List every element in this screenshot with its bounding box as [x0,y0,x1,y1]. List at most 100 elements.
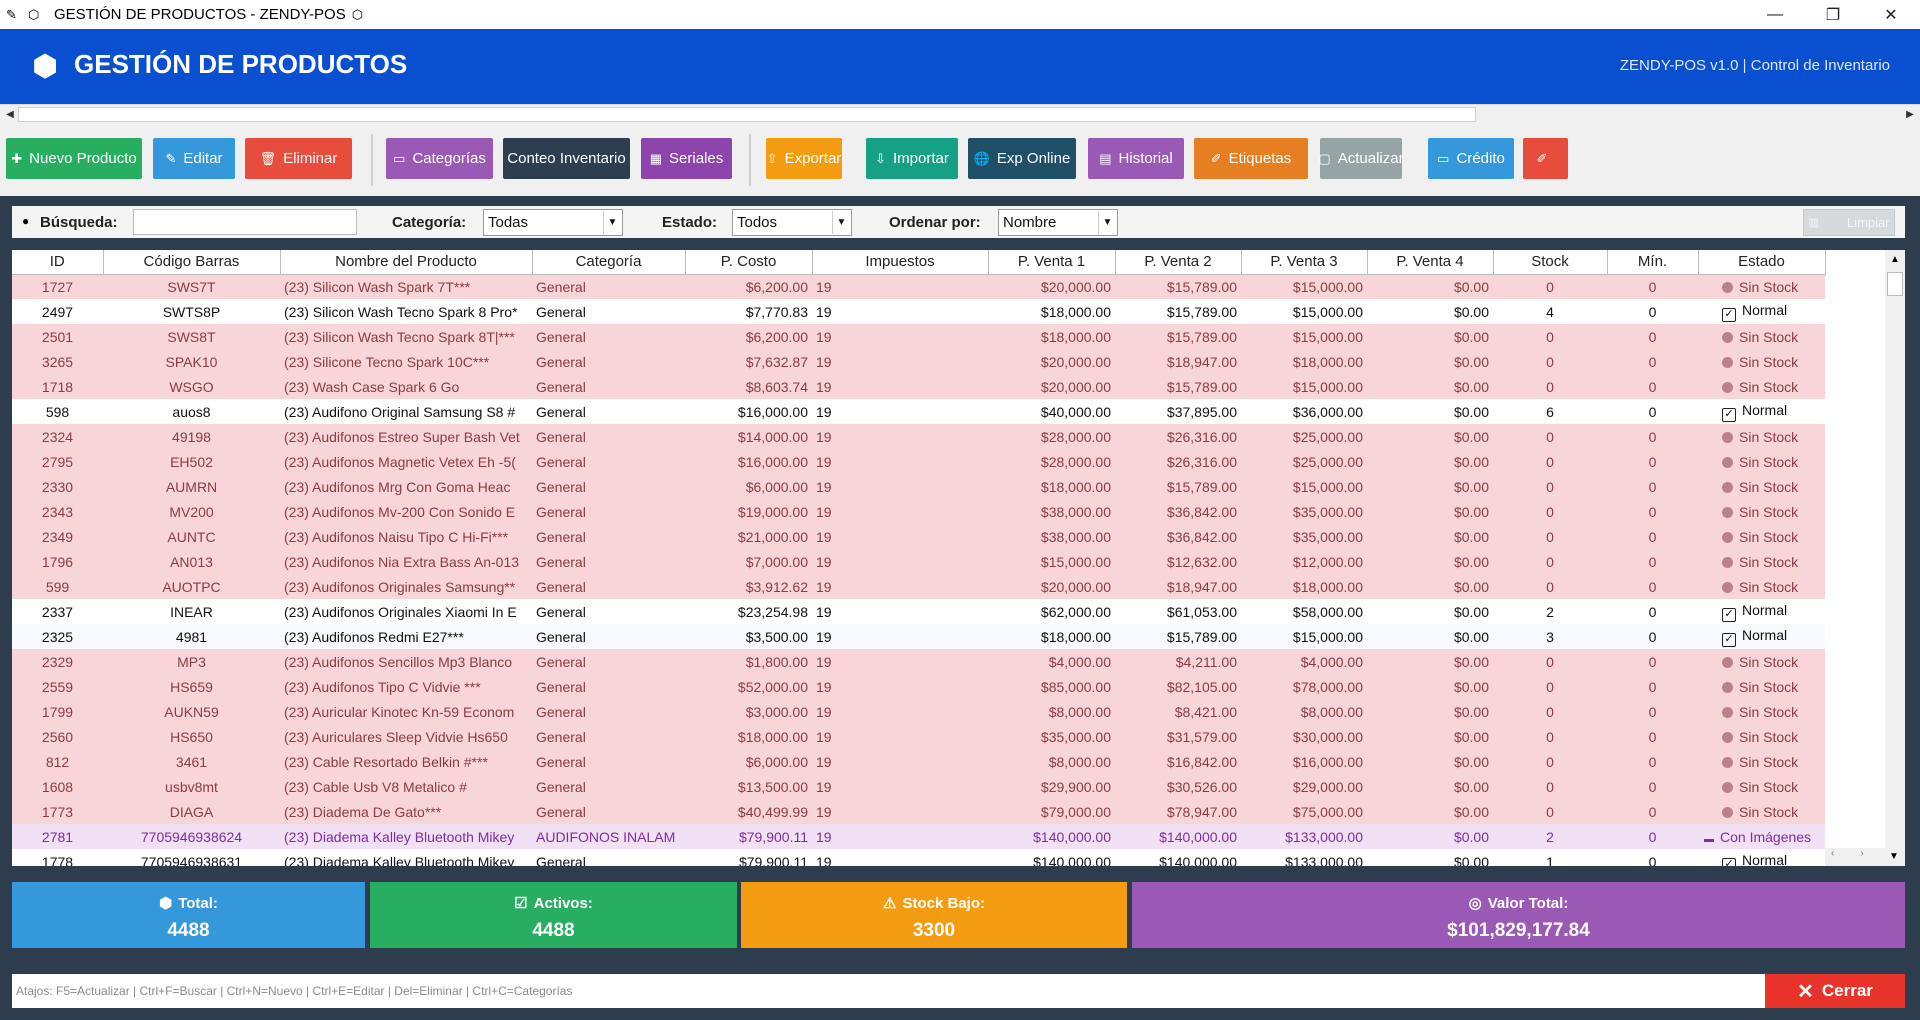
table-cell: $7,632.87 [685,349,812,374]
column-header[interactable]: Stock [1493,250,1608,275]
serials-button[interactable]: ▦ Seriales [641,138,732,179]
table-row[interactable]: 2349 AUNTC (23) Audifonos Naisu Tipo C Hi-… [12,524,1825,549]
table-cell: $0.00 [1367,574,1493,599]
close-button[interactable]: ✕ Cerrar [1765,974,1905,1008]
inventory-count-button[interactable]: Conteo Inventario [503,138,630,179]
export-button[interactable]: ⇧ Exportar [766,138,842,179]
column-header[interactable]: P. Venta 2 [1115,250,1242,275]
column-header[interactable]: P. Venta 4 [1367,250,1494,275]
table-row[interactable]: 2329 MP3 (23) Audifonos Sencillos Mp3 Blan… [12,649,1825,674]
status-dot-icon [1722,456,1733,468]
labels-button[interactable]: ✐ Etiquetas [1194,138,1308,179]
table-row[interactable]: 599 AUOTPC (23) Audifonos Originales Samsu… [12,574,1825,599]
column-header[interactable]: P. Venta 1 [988,250,1116,275]
status-dot-icon [1722,731,1733,743]
clear-filters-button[interactable]: ▥ Limpiar [1803,209,1895,236]
categories-button[interactable]: ▭ Categorías [386,138,493,179]
import-button[interactable]: ⇩ Importar [866,138,958,179]
table-row[interactable]: 2501 SWS8T (23) Silicon Wash Tecno Spark 8… [12,324,1825,349]
scroll-right-icon[interactable]: › [1860,848,1864,859]
table-row[interactable]: 1608 usbv8mt (23) Cable Usb V8 Metalico # G… [12,774,1825,799]
table-cell: $4,000.00 [1241,649,1367,674]
table-cell: $133,000.00 [1241,824,1367,849]
history-button[interactable]: ▤ Historial [1088,138,1184,179]
table-row[interactable]: 598 auos8 (23) Audifono Original Samsung S… [12,399,1825,424]
table-cell: INEAR [103,599,280,624]
table-row[interactable]: 3265 SPAK10 (23) Silicone Tecno Spark 10C*… [12,349,1825,374]
table-cell: (23) Silicon Wash Tecno Spark 8 Pro* [280,299,532,324]
column-header[interactable]: P. Venta 3 [1241,250,1368,275]
table-row[interactable]: 2781 7705946938624 (23) Diadema Kalley Blu… [12,824,1825,849]
restore-button[interactable]: ❐ [1825,6,1841,24]
table-cell: $26,316.00 [1115,449,1241,474]
table-row[interactable]: 2325 4981 (23) Audifonos Redmi E27*** Gener… [12,624,1825,649]
table-vertical-scrollbar[interactable]: ▲ ▼ [1885,250,1905,866]
table-cell: Sin Stock [1698,349,1825,374]
table-cell: General [532,799,685,824]
toolbar-scrollbar[interactable]: ◀ ▶ [0,104,1920,124]
edit-button[interactable]: ✎ Editar [153,138,235,179]
delete-button[interactable]: 🗑 Eliminar [245,138,352,179]
table-row[interactable]: 2497 SWTS8P (23) Silicon Wash Tecno Spark … [12,299,1825,324]
table-row[interactable]: 2343 MV200 (23) Audifonos Mv-200 Con Sonid… [12,499,1825,524]
scroll-down-icon[interactable]: ▼ [1889,851,1899,862]
table-cell: 0 [1607,274,1698,299]
column-header[interactable]: Impuestos [812,250,989,275]
table-cell: 0 [1493,499,1607,524]
column-header[interactable]: P. Costo [685,250,813,275]
table-cell: $18,000.00 [988,324,1115,349]
table-cell: 0 [1493,324,1607,349]
column-header[interactable]: Mín. [1607,250,1699,275]
column-header[interactable]: Código Barras [103,250,281,275]
table-row[interactable]: 2324 49198 (23) Audifonos Estreo Super Bas… [12,424,1825,449]
table-row[interactable]: 2560 HS650 (23) Auriculares Sleep Vidvie H… [12,724,1825,749]
table-cell: 0 [1607,599,1698,624]
scroll-up-icon[interactable]: ▲ [1890,254,1900,265]
table-row[interactable]: 1799 AUKN59 (23) Auricular Kinotec Kn-59 E… [12,699,1825,724]
minimize-button[interactable]: — [1767,5,1783,23]
close-window-button[interactable]: ✕ [1884,6,1898,24]
table-cell: $0.00 [1367,674,1493,699]
table-cell: 2795 [12,449,103,474]
table-cell: General [532,624,685,649]
table-cell: $18,000.00 [1241,574,1367,599]
scrollbar-thumb[interactable] [1887,272,1903,296]
column-header[interactable]: Categoría [532,250,686,275]
column-header[interactable]: ID [12,250,104,275]
category-select[interactable]: Todas ▼ [483,209,623,236]
new-product-button[interactable]: ✚ Nuevo Producto [6,138,142,179]
export-online-button[interactable]: 🌐 Exp Online [968,138,1076,179]
table-cell: $16,000.00 [1241,749,1367,774]
table-row[interactable]: 1718 WSGO (23) Wash Case Spark 6 Go General… [12,374,1825,399]
column-header[interactable]: Estado [1698,250,1826,275]
table-row[interactable]: 812 3461 (23) Cable Resortado Belkin #*** G… [12,749,1825,774]
refresh-button[interactable]: ▢ Actualizar [1318,138,1404,179]
table-row[interactable]: 1773 DIAGA (23) Diadema De Gato*** General $… [12,799,1825,824]
scroll-left-icon[interactable]: ‹ [1831,848,1835,859]
table-horizontal-scrollbar[interactable]: ‹ › [1825,848,1885,866]
table-row[interactable]: 2330 AUMRN (23) Audifonos Mrg Con Goma Hea… [12,474,1825,499]
credit-button[interactable]: ▭ Crédito [1428,138,1514,179]
table-cell: $79,000.00 [988,799,1115,824]
order-select[interactable]: Nombre ▼ [998,209,1118,236]
extra-button[interactable]: ✐ [1523,138,1568,179]
table-row[interactable]: 1778 7705946938631 (23) Diadema Kalley Blu… [12,849,1825,866]
scrollbar-thumb[interactable] [18,107,1476,122]
stat-total-value: ◎ Valor Total: $101,829,177.84 [1132,882,1905,948]
table-cell: 0 [1493,649,1607,674]
table-cell: SWTS8P [103,299,280,324]
table-cell: 4 [1493,299,1607,324]
column-header[interactable]: Nombre del Producto [280,250,533,275]
table-cell: $30,526.00 [1115,774,1241,799]
table-row[interactable]: 2795 EH502 (23) Audifonos Magnetic Vetex E… [12,449,1825,474]
table-cell: $20,000.00 [988,374,1115,399]
status-select[interactable]: Todos ▼ [732,209,852,236]
table-row[interactable]: 1796 AN013 (23) Audifonos Nia Extra Bass A… [12,549,1825,574]
search-input[interactable] [133,209,357,235]
status-dot-icon [1722,481,1733,493]
table-row[interactable]: 1727 SWS7T (23) Silicon Wash Spark 7T*** Ge… [12,274,1825,299]
table-row[interactable]: 2337 INEAR (23) Audifonos Originales Xiaom… [12,599,1825,624]
table-row[interactable]: 2559 HS659 (23) Audifonos Tipo C Vidvie **… [12,674,1825,699]
scroll-left-icon[interactable]: ◀ [6,109,14,120]
scroll-right-icon[interactable]: ▶ [1906,109,1914,120]
